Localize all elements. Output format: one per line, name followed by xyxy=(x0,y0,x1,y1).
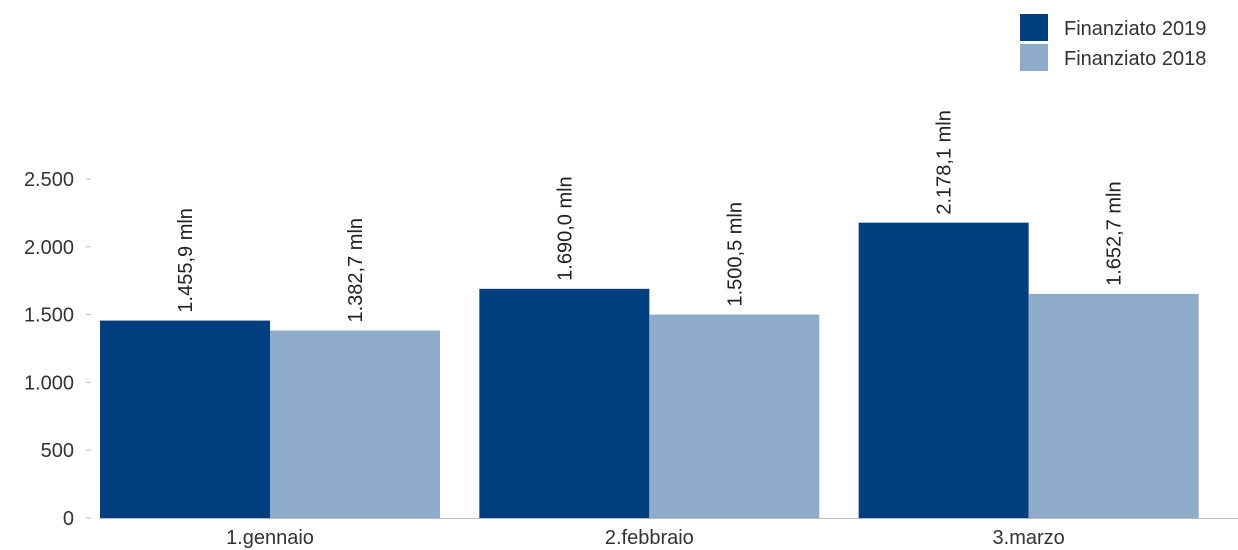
x-axis: 1.gennaio 2.febbraio 3.marzo xyxy=(100,518,1238,549)
bar-data-label: 1.455,9 mln xyxy=(175,208,197,313)
bars-group xyxy=(100,222,1199,518)
x-category-label: 2.febbraio xyxy=(605,527,694,549)
y-tick-label: 2.000 xyxy=(24,237,74,259)
bar-finanziato-2018 xyxy=(649,314,820,518)
bar-data-label: 2.178,1 mln xyxy=(934,110,956,215)
legend-swatch xyxy=(1020,44,1048,71)
legend-swatch xyxy=(1020,14,1048,41)
bar-finanziato-2018 xyxy=(1028,293,1199,518)
y-tick-label: 1.000 xyxy=(24,372,74,394)
legend-label: Finanziato 2019 xyxy=(1064,18,1206,40)
bar-finanziato-2019 xyxy=(100,320,270,518)
bar-data-label: 1.500,5 mln xyxy=(724,202,746,307)
y-tick-label: 500 xyxy=(41,440,74,462)
y-tick-label: 0 xyxy=(63,508,74,530)
y-tick-label: 1.500 xyxy=(24,305,74,327)
y-tick-label: 2.500 xyxy=(24,169,74,191)
data-labels-group: 1.455,9 mln 1.382,7 mln 1.690,0 mln 1.500,5… xyxy=(175,110,1126,322)
bar-data-label: 1.652,7 mln xyxy=(1104,181,1126,286)
x-category-label: 1.gennaio xyxy=(226,527,314,549)
bar-finanziato-2019 xyxy=(858,222,1029,518)
bar-data-label: 1.382,7 mln xyxy=(345,218,367,323)
bar-finanziato-2018 xyxy=(270,330,440,518)
bar-finanziato-2019 xyxy=(479,288,650,518)
bar-data-label: 1.690,0 mln xyxy=(554,176,576,281)
legend-label: Finanziato 2018 xyxy=(1064,48,1206,70)
y-axis: 0 500 1.000 1.500 2.000 2.500 xyxy=(24,169,91,530)
x-category-label: 3.marzo xyxy=(993,527,1065,549)
legend: Finanziato 2019 Finanziato 2018 xyxy=(1020,14,1206,71)
